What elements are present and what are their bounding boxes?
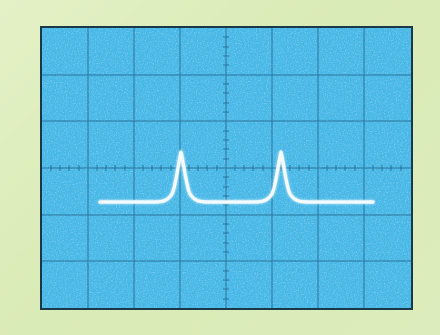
graticule <box>42 28 411 308</box>
oscilloscope-display <box>42 28 411 308</box>
oscilloscope-screen <box>40 26 413 310</box>
signal-trace <box>98 150 375 204</box>
center-ticks <box>50 36 402 300</box>
